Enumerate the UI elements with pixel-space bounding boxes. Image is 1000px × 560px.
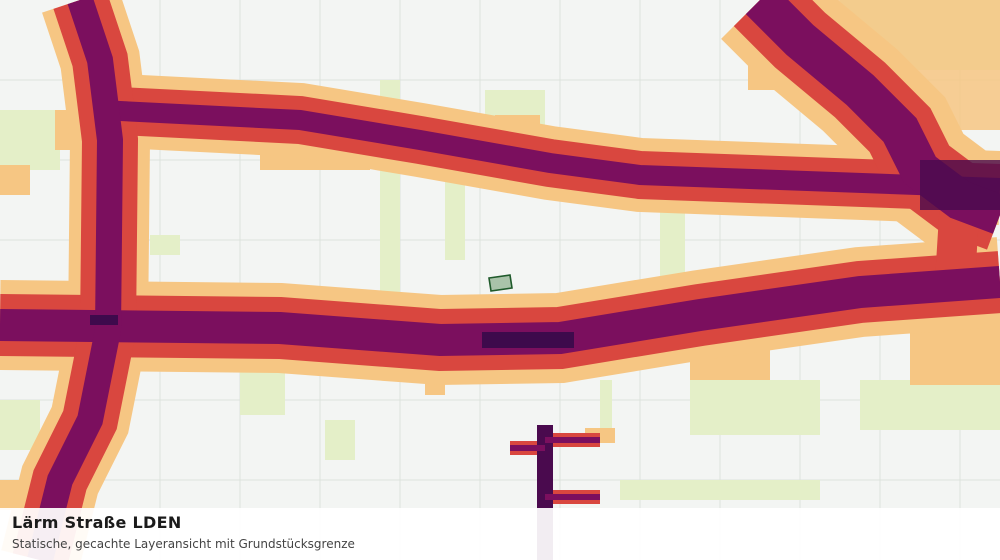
noise-peak — [482, 332, 574, 348]
parcel-boundary — [488, 274, 513, 292]
layer-subtitle: Statische, gecachte Layeransicht mit Gru… — [12, 537, 355, 551]
legend-panel: Lärm Straße LDEN Statische, gecachte Lay… — [0, 508, 1000, 560]
layer-title: Lärm Straße LDEN — [12, 513, 182, 532]
noise-peak — [90, 315, 118, 325]
noise-peak — [920, 160, 1000, 210]
